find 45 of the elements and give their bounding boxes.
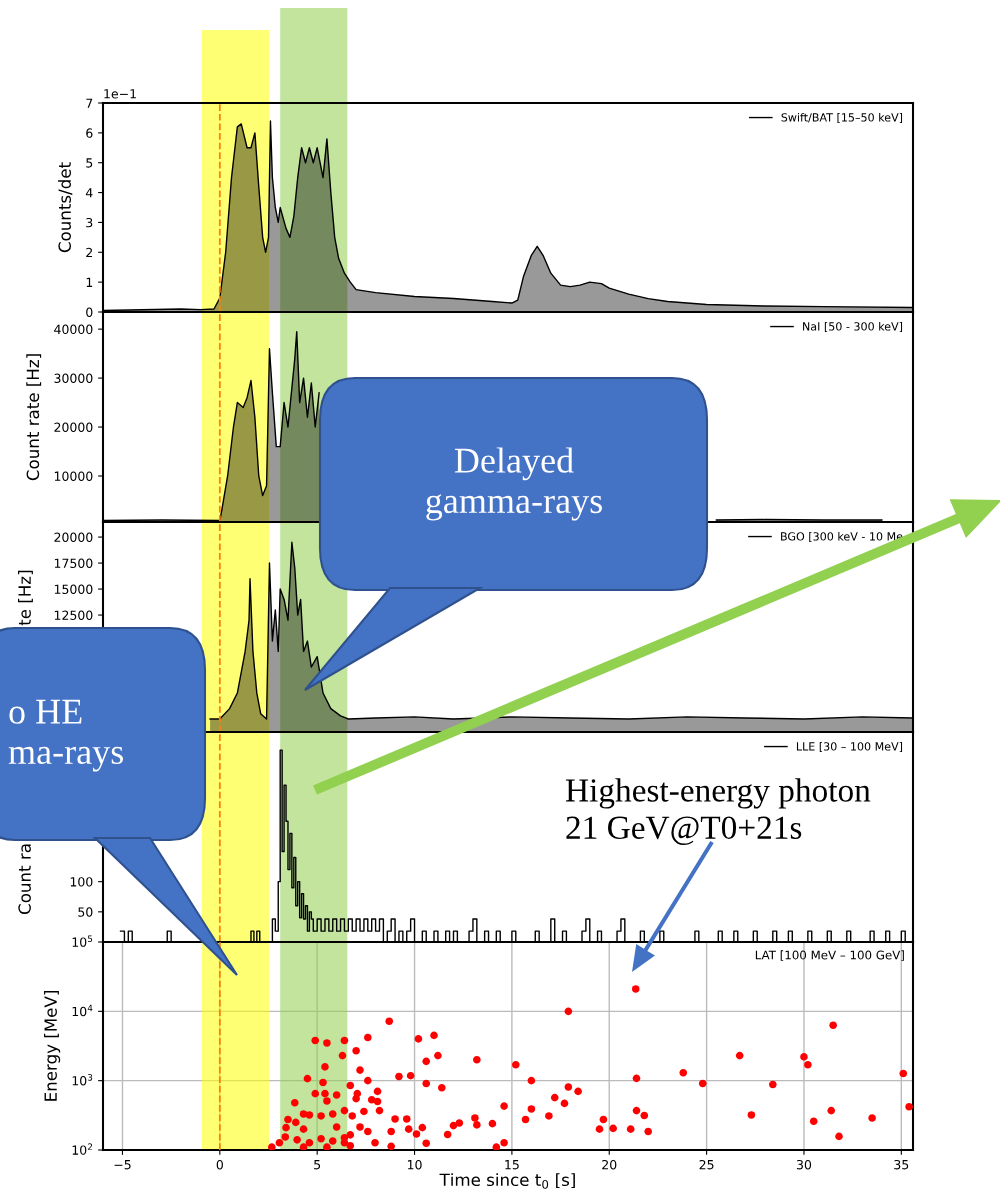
x-tick-label: 10 xyxy=(407,1159,422,1170)
x-axis-title: Time since t$_{0}$ [s] xyxy=(439,1173,575,1189)
y-tick-label: 10$^{4}$ xyxy=(72,1004,93,1017)
x-tick-label: 15 xyxy=(505,1160,519,1170)
y-tick-label: 20000 xyxy=(54,422,93,432)
annotation: o HE ma-rays xyxy=(8,699,123,772)
legend-label: LLE [30 – 100 MeV] xyxy=(796,742,903,752)
text: 1e−1 xyxy=(104,89,136,99)
x-tick-label: 30 xyxy=(796,1159,812,1170)
y-tick-label: 17500 xyxy=(54,558,93,568)
y-axis-title: Count rate [Hz] xyxy=(26,354,42,481)
y-tick-label: 0 xyxy=(86,307,93,317)
y-tick-label: 10$^{3}$ xyxy=(72,1074,93,1086)
y-axis-title: Energy [MeV] xyxy=(44,991,61,1101)
y-axis-title: Counts/det xyxy=(58,162,73,253)
y-tick-label: 10$^{2}$ xyxy=(72,1143,92,1155)
x-tick-label: 35 xyxy=(894,1159,909,1170)
y-tick-label: 6 xyxy=(86,128,93,138)
annotation: Delayed gamma-rays xyxy=(426,447,602,521)
y-tick-label: 10$^{5}$ xyxy=(72,935,93,947)
x-tick-label: 25 xyxy=(699,1159,714,1170)
y-tick-label: 40000 xyxy=(54,324,93,335)
y-tick-label: 4 xyxy=(85,188,93,198)
y-tick-label: 5 xyxy=(86,158,93,168)
x-tick-label: 20 xyxy=(602,1159,617,1170)
x-tick-label: 0 xyxy=(216,1159,223,1170)
annotation: Highest-energy photon 21 GeV@T0+21s xyxy=(565,778,871,845)
x-tick-label: −5 xyxy=(114,1160,131,1170)
y-tick-label: 50 xyxy=(78,907,93,917)
y-axis-title: Count ra xyxy=(18,844,31,914)
y-tick-label: 2 xyxy=(86,247,93,258)
legend-label: NaI [50 - 300 keV] xyxy=(803,322,903,332)
legend-label: Swift/BAT [15–50 keV] xyxy=(781,113,903,123)
y-tick-label: 100 xyxy=(70,877,93,887)
y-tick-label: 7 xyxy=(86,98,93,108)
annotation: LAT [100 MeV – 100 GeV] xyxy=(755,950,904,961)
y-axis-title: te [Hz] xyxy=(18,570,33,626)
y-tick-label: 30000 xyxy=(54,373,93,384)
y-tick-label: 12500 xyxy=(54,610,93,620)
y-tick-label: 20000 xyxy=(54,532,93,542)
y-tick-label: 3 xyxy=(86,217,93,228)
x-tick-label: 5 xyxy=(314,1160,321,1170)
y-tick-label: 15000 xyxy=(54,584,93,594)
y-tick-label: 1 xyxy=(86,277,93,287)
y-tick-label: 10000 xyxy=(54,471,93,481)
